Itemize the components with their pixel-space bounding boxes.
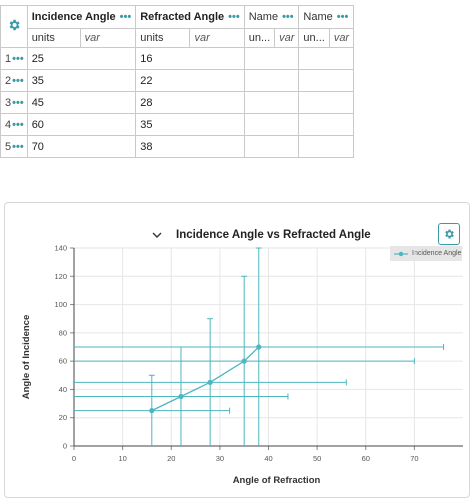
column-menu-icon[interactable]: ••• [336, 11, 349, 23]
column-header-name-1[interactable]: Name ••• [243, 5, 300, 29]
table-units-row: units var units var un... var un... var [1, 28, 355, 48]
gear-icon [445, 229, 454, 239]
data-point[interactable] [241, 358, 247, 364]
x-axis-label: Angle of Refraction [233, 475, 321, 486]
chart-legend[interactable]: Incidence Angle [390, 246, 462, 261]
data-point[interactable] [178, 393, 184, 400]
data-point[interactable] [149, 408, 155, 414]
x-tick-label: 40 [264, 454, 272, 463]
y-axis-label: Angle of Incidence [21, 315, 32, 399]
var-cell[interactable]: var [274, 28, 300, 48]
legend-marker-icon [394, 251, 408, 256]
series-line [151, 346, 260, 412]
table-cell[interactable]: 38 [135, 135, 245, 158]
row-menu-icon[interactable]: ••• [12, 52, 24, 65]
x-tick-label: 10 [118, 454, 126, 463]
row-menu-icon[interactable]: ••• [12, 74, 24, 87]
units-cell[interactable]: units [135, 28, 191, 48]
var-cell[interactable]: var [189, 28, 245, 48]
y-tick-label: 20 [59, 413, 67, 422]
row-menu-icon[interactable]: ••• [12, 140, 24, 153]
row-menu-icon[interactable]: ••• [12, 118, 24, 131]
table-cell[interactable]: 16 [135, 47, 245, 70]
table-cell[interactable] [243, 135, 300, 158]
row-menu-icon[interactable]: ••• [12, 96, 24, 109]
table-settings-cell[interactable] [0, 5, 28, 48]
x-tick-label: 0 [72, 454, 76, 463]
x-tick-label: 60 [362, 454, 370, 463]
y-tick-label: 140 [54, 244, 67, 253]
var-cell[interactable]: var [328, 28, 355, 48]
column-menu-icon[interactable]: ••• [119, 11, 132, 23]
column-header-name-2[interactable]: Name ••• [298, 5, 355, 29]
legend-label: Incidence Angle [412, 250, 462, 257]
column-header-incidence-angle[interactable]: Incidence Angle ••• [26, 5, 137, 29]
column-header-refracted-angle[interactable]: Refracted Angle ••• [135, 5, 245, 29]
graph-settings-button[interactable] [438, 223, 460, 245]
chart-title: Incidence Angle vs Refracted Angle [176, 229, 371, 241]
table-header-row: Incidence Angle ••• Refracted Angle ••• Na… [0, 5, 355, 48]
column-header-label: Refracted Angle [140, 11, 225, 23]
x-tick-label: 50 [313, 454, 321, 463]
x-tick-label: 70 [410, 454, 418, 463]
y-tick-label: 120 [54, 272, 67, 281]
table-cell[interactable]: 22 [135, 69, 245, 92]
gear-icon[interactable] [7, 18, 21, 32]
data-point[interactable] [207, 379, 213, 385]
x-tick-label: 30 [216, 454, 224, 463]
y-tick-label: 0 [63, 442, 67, 451]
data-point[interactable] [256, 344, 262, 350]
column-header-label: Name [303, 11, 333, 23]
column-header-label: Name [248, 11, 279, 23]
x-tick-label: 20 [167, 454, 175, 463]
data-table: Incidence Angle ••• Refracted Angle ••• Na… [0, 5, 355, 158]
y-tick-label: 80 [59, 328, 67, 337]
column-menu-icon[interactable]: ••• [228, 11, 240, 23]
y-tick-label: 100 [54, 300, 67, 309]
table-cell[interactable]: 25 [26, 47, 137, 70]
y-tick-label: 60 [59, 357, 67, 366]
table-row: 5••• 70 38 [0, 135, 355, 158]
table-cell[interactable] [298, 135, 355, 158]
units-cell[interactable]: un... [298, 28, 330, 48]
table-row: 1••• 25 16 [0, 47, 355, 70]
column-header-label: Incidence Angle [31, 11, 116, 23]
chevron-down-icon[interactable] [152, 231, 162, 239]
column-menu-icon[interactable]: ••• [282, 11, 294, 23]
y-tick-label: 40 [59, 385, 67, 394]
